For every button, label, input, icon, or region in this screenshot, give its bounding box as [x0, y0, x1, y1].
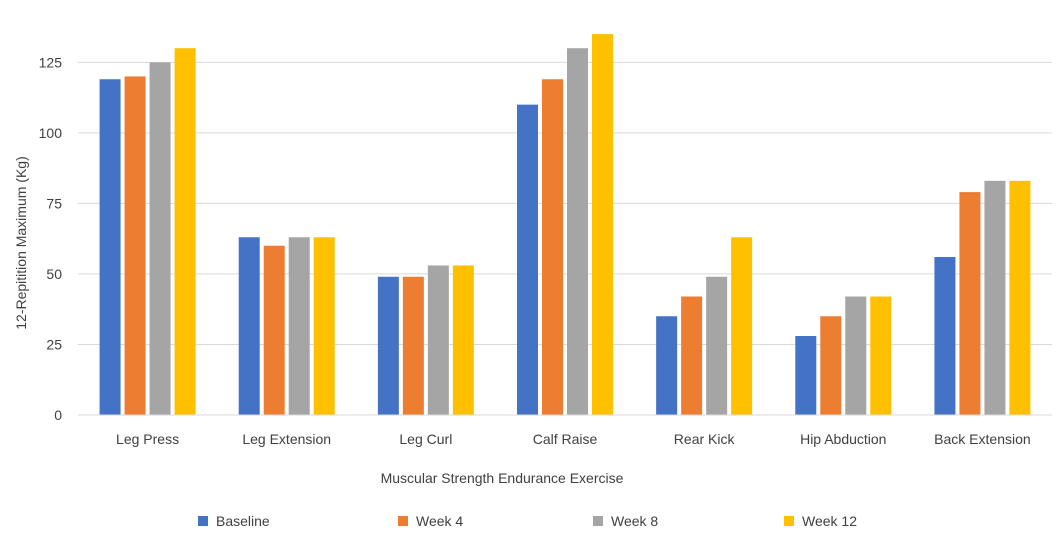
bar-week-8	[706, 276, 728, 415]
bar-week-8	[149, 62, 171, 415]
bar-baseline	[934, 257, 956, 415]
bar-week-8	[427, 265, 449, 415]
x-axis-ticks: Leg Press Leg Extension Leg Curl Calf Raise…	[116, 431, 1031, 447]
legend-label: Baseline	[216, 513, 270, 529]
bar-baseline	[795, 336, 817, 415]
bar-week-4	[124, 76, 146, 415]
bar-week-4	[820, 316, 842, 415]
bar-baseline	[517, 104, 538, 416]
legend-label: Week 4	[416, 513, 463, 529]
bar-baseline	[656, 316, 678, 415]
x-tick-label: Back Extension	[934, 431, 1031, 447]
bar-week-8	[984, 180, 1006, 415]
bar-week-12	[313, 237, 335, 415]
legend-swatch	[398, 516, 408, 526]
x-tick-label: Leg Extension	[242, 431, 331, 447]
bar-week-8	[845, 296, 867, 415]
bar-week-4	[263, 245, 285, 415]
bar-week-4	[402, 276, 424, 415]
bar-week-12	[592, 34, 613, 415]
x-tick-label: Leg Press	[116, 431, 179, 447]
x-axis-label: Muscular Strength Endurance Exercise	[381, 470, 624, 486]
legend-label: Week 12	[802, 513, 857, 529]
bar-week-4	[542, 79, 563, 415]
bar-baseline	[238, 237, 260, 415]
bar-week-12	[731, 237, 753, 415]
y-tick-label: 25	[46, 336, 62, 352]
bar-week-4	[959, 192, 981, 415]
y-axis-label: 12-Repitition Maximum (Kg)	[13, 156, 29, 330]
bar-baseline	[99, 79, 121, 415]
y-tick-label: 50	[46, 266, 62, 282]
bar-week-12	[870, 296, 892, 415]
bar-week-8	[567, 48, 588, 415]
legend-swatch	[784, 516, 794, 526]
legend-label: Week 8	[611, 513, 658, 529]
legend-swatch	[593, 516, 603, 526]
x-tick-label: Rear Kick	[674, 431, 736, 447]
legend: Baseline Week 4 Week 8 Week 12	[198, 513, 857, 529]
y-tick-label: 0	[54, 407, 62, 423]
bar-baseline	[377, 276, 399, 415]
bar-week-12	[1009, 180, 1031, 415]
y-tick-label: 125	[39, 54, 63, 70]
bar-week-12	[452, 265, 474, 415]
bar-week-4	[681, 296, 703, 415]
bars	[99, 34, 1031, 416]
x-tick-label: Calf Raise	[533, 431, 598, 447]
y-axis-ticks: 0 25 50 75 100 125	[39, 54, 63, 423]
legend-swatch	[198, 516, 208, 526]
bar-week-8	[288, 237, 310, 415]
bar-week-12	[174, 48, 196, 415]
y-tick-label: 100	[39, 125, 63, 141]
y-tick-label: 75	[46, 195, 62, 211]
x-tick-label: Hip Abduction	[800, 431, 886, 447]
x-tick-label: Leg Curl	[399, 431, 452, 447]
